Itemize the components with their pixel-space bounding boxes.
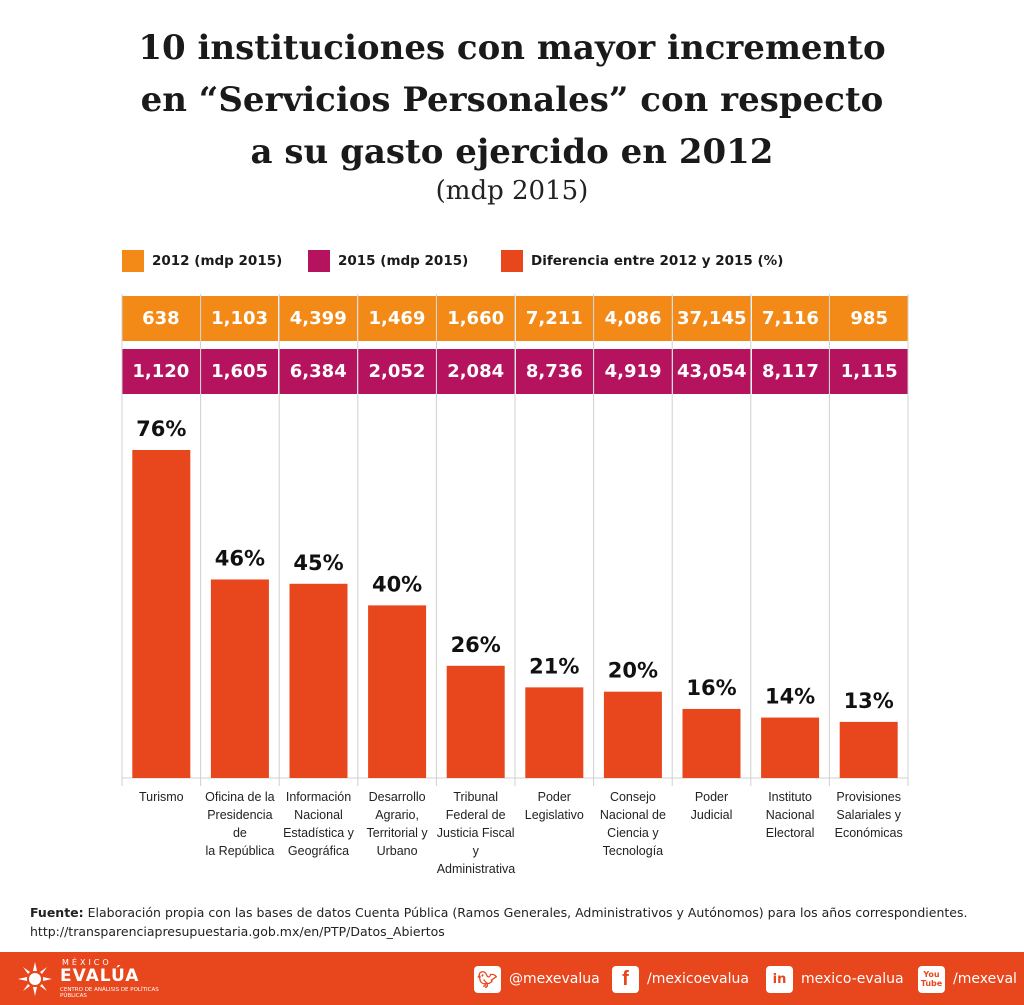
bar-5	[525, 687, 584, 778]
youtube-handle: /mexeval	[953, 971, 1017, 987]
bar-label-1: 46%	[215, 546, 265, 570]
bar-2	[289, 583, 348, 778]
facebook-link[interactable]: f /mexicoevalua	[612, 964, 749, 994]
bar-label-0: 76%	[136, 417, 186, 441]
bar-label-7: 16%	[686, 676, 736, 700]
title-line-1: 10 instituciones con mayor incremento	[138, 28, 886, 68]
legend-label-2015: 2015 (mdp 2015)	[338, 253, 469, 269]
source-url[interactable]: http://transparenciapresupuestaria.gob.m…	[30, 924, 445, 939]
bar-label-8: 14%	[765, 685, 815, 709]
bar-4	[446, 665, 505, 778]
bar-label-6: 20%	[608, 659, 658, 683]
value-2015-9: 1,115	[840, 361, 898, 382]
youtube-link[interactable]: You Tube /mexeval	[918, 964, 1017, 994]
legend-item-2015: 2015 (mdp 2015)	[308, 250, 468, 272]
title-line-2: en “Servicios Personales” con respecto	[140, 80, 884, 120]
bar-9	[839, 721, 898, 778]
bar-6	[603, 691, 662, 778]
bar-7	[682, 708, 741, 778]
legend-label-diff: Diferencia entre 2012 y 2015 (%)	[531, 253, 784, 269]
bar-0	[132, 450, 191, 778]
logo-text-evalua: EVALÚA	[60, 966, 140, 986]
category-label-9: Provisiones Salariales y Económicas	[834, 790, 903, 840]
legend-item-diff: Diferencia entre 2012 y 2015 (%)	[501, 250, 783, 272]
bar-8	[761, 717, 820, 778]
legend-label-2012: 2012 (mdp 2015)	[152, 253, 283, 269]
footer-bar: MÉXICO EVALÚA CENTRO DE ANÁLISIS DE POLÍ…	[0, 952, 1024, 1005]
twitter-handle: @mexevalua	[509, 971, 600, 987]
bar-label-2: 45%	[293, 551, 343, 575]
category-label-0: Turismo	[138, 790, 184, 804]
category-label-3: Desarrollo Agrario, Territorial y Urbano	[366, 790, 428, 858]
twitter-icon: 🐦︎	[474, 965, 501, 993]
mexico-evalua-logo: MÉXICO EVALÚA CENTRO DE ANÁLISIS DE POLÍ…	[18, 958, 159, 1000]
bar-label-5: 21%	[529, 654, 579, 678]
legend-swatch-diff	[501, 250, 523, 272]
value-2012-9: 985	[850, 308, 888, 329]
source-text: Elaboración propia con las bases de dato…	[87, 905, 968, 920]
bar-3	[368, 605, 427, 778]
category-label-5: Poder Legislativo	[524, 790, 584, 822]
legend-item-2012: 2012 (mdp 2015)	[122, 250, 282, 272]
youtube-icon: You Tube	[918, 965, 945, 993]
legend-swatch-2015	[308, 250, 330, 272]
category-label-6: Consejo Nacional de Ciencia y Tecnología	[599, 790, 666, 858]
twitter-link[interactable]: 🐦︎ @mexevalua	[474, 964, 600, 994]
source-label: Fuente:	[30, 905, 84, 920]
logo-text-mexico: MÉXICO	[62, 958, 112, 967]
legend-swatch-2012	[122, 250, 144, 272]
bar-label-3: 40%	[372, 572, 422, 596]
source-note: Fuente: Elaboración propia con las bases…	[30, 903, 967, 941]
category-label-2: Información Nacional Estadística y Geográfi…	[283, 790, 354, 858]
category-label-8: Instituto Nacional Electoral	[765, 790, 815, 840]
facebook-handle: /mexicoevalua	[647, 971, 749, 987]
bar-label-9: 13%	[844, 689, 894, 713]
bar-label-4: 26%	[451, 633, 501, 657]
logo-text-sub: CENTRO DE ANÁLISIS DE POLÍTICAS PÚBLICAS	[60, 987, 159, 999]
linkedin-link[interactable]: in mexico-evalua	[766, 964, 904, 994]
linkedin-handle: mexico-evalua	[801, 971, 904, 987]
chart-title: 10 instituciones con mayor incremento en…	[0, 22, 1024, 178]
chart-subtitle: (mdp 2015)	[435, 176, 589, 206]
title-line-3: a su gasto ejercido en 2012	[250, 132, 774, 172]
category-label-1: Oficina de la Presidencia de la República	[205, 790, 275, 858]
category-label-7: Poder Judicial	[690, 790, 733, 822]
sun-logo-icon	[18, 962, 52, 996]
category-label-4: Tribunal Federal de Justicia Fiscal y Admin…	[436, 790, 516, 876]
facebook-icon: f	[612, 965, 639, 993]
linkedin-icon: in	[766, 965, 793, 993]
bar-1	[210, 579, 269, 778]
bar-chart: 76% 46% 45% 40% 26% 21% 20% 16% 14% 13%	[121, 294, 909, 786]
